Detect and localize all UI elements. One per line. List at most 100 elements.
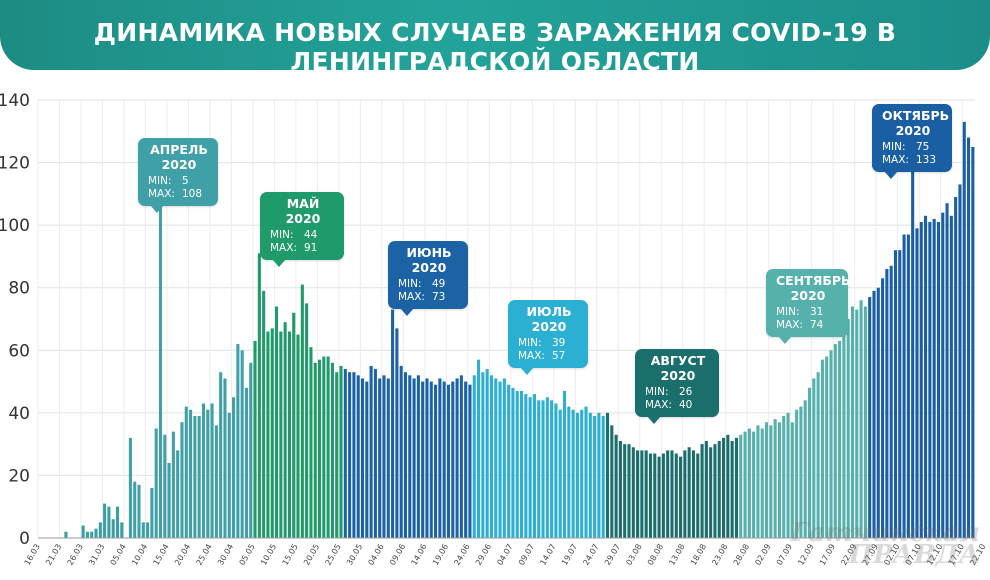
bar [790, 422, 794, 538]
bar [906, 234, 910, 538]
bar [442, 381, 446, 538]
callout-max-value: 108 [182, 188, 203, 200]
callout-pointer [647, 416, 661, 424]
callout-pointer [150, 205, 164, 213]
bar [326, 356, 330, 538]
bar [425, 378, 429, 538]
bar [507, 384, 511, 538]
bar [103, 503, 107, 538]
x-tick-label: 28.08 [732, 543, 751, 567]
callout-min-label: MIN: [398, 278, 422, 290]
bar [545, 397, 549, 538]
bar [653, 453, 657, 538]
y-tick-label: 140 [0, 91, 30, 111]
bar [283, 322, 287, 538]
bar [197, 415, 201, 538]
bar [115, 506, 120, 538]
x-tick-label: 26.03 [66, 543, 85, 567]
bar [919, 222, 923, 538]
chart-title: ДИНАМИКА НОВЫХ СЛУЧАЕВ ЗАРАЖЕНИЯ COVID-1… [93, 18, 897, 76]
bar [872, 290, 876, 538]
callout-max-value: 74 [810, 319, 824, 331]
bar [605, 412, 610, 538]
bar [120, 522, 124, 538]
bar [356, 375, 360, 538]
bar [855, 309, 859, 538]
bar [214, 425, 218, 538]
bar [244, 387, 248, 538]
y-tick-label: 60 [8, 341, 30, 361]
callout-month: ОКТЯБРЬ 2020 [882, 108, 950, 138]
bar [395, 328, 399, 538]
bar [936, 222, 941, 538]
bar [928, 222, 932, 538]
month-callout: АВГУСТ 2020 MIN: 26 MAX: 40 [635, 349, 719, 424]
bar [176, 450, 180, 538]
bar [232, 397, 236, 538]
bar [967, 137, 971, 539]
bar [816, 372, 820, 538]
bar [210, 403, 214, 538]
bar [158, 200, 163, 539]
bar [717, 441, 721, 538]
bar [769, 425, 773, 538]
bar [889, 265, 893, 538]
bar [799, 406, 803, 538]
bar [279, 331, 283, 538]
bar [167, 462, 171, 538]
bar [911, 171, 915, 538]
bar [541, 400, 545, 538]
bar [184, 406, 188, 538]
callout-min-value: 75 [916, 141, 930, 153]
bar [163, 434, 167, 538]
bar [477, 359, 481, 538]
bar [360, 378, 365, 538]
bar [502, 378, 506, 538]
x-tick-label: 31.03 [87, 543, 106, 567]
x-tick-label: 10.04 [130, 543, 149, 567]
bar [915, 228, 919, 538]
bar [571, 409, 575, 538]
bar [391, 309, 395, 538]
callout-max-label: MAX: [398, 291, 425, 303]
bar [881, 278, 885, 538]
bar [275, 306, 279, 538]
bar [141, 522, 145, 538]
bar [309, 347, 313, 538]
callout-min-row: MIN: 5 [148, 175, 210, 188]
bar [459, 375, 463, 538]
callout-month: МАЙ 2020 [285, 196, 321, 226]
bar [588, 412, 592, 538]
callout-min-row: MIN: 44 [270, 229, 336, 242]
x-tick-label: 30.05 [345, 543, 364, 567]
x-tick-label: 21.03 [44, 543, 63, 567]
bar [528, 397, 532, 538]
bar [296, 334, 300, 538]
x-tick-label: 09.06 [388, 543, 407, 567]
bar [764, 422, 769, 538]
y-tick-label: 40 [8, 404, 30, 424]
bar [713, 444, 717, 538]
bar [416, 375, 420, 538]
y-tick-label: 120 [0, 154, 30, 174]
callout-min-row: MIN: 75 [882, 141, 944, 154]
callout-min-row: MIN: 31 [776, 306, 840, 319]
callout-max-value: 91 [304, 242, 318, 254]
callout-min-label: MIN: [645, 386, 669, 398]
bar [85, 531, 89, 538]
bar [421, 381, 425, 538]
bar [971, 146, 975, 538]
bar [399, 365, 403, 538]
month-callout: МАЙ 2020 MIN: 44 MAX: 91 [260, 192, 344, 267]
watermark-line1: Гатчинская [790, 518, 980, 548]
callout-min-label: MIN: [776, 306, 800, 318]
bar [150, 487, 154, 538]
bar [107, 506, 111, 538]
callout-max-label: MAX: [518, 350, 545, 362]
bar [691, 450, 696, 538]
bar [292, 312, 296, 538]
bar [494, 378, 498, 538]
bar [825, 356, 829, 538]
bar [313, 362, 317, 538]
